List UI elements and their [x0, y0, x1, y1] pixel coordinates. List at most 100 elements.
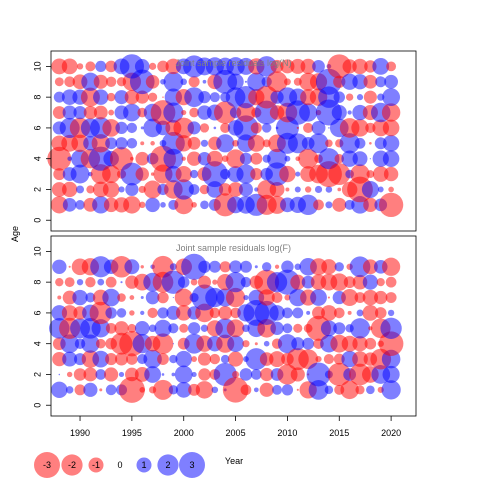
bubble-point: [382, 119, 400, 137]
bubble-point: [355, 385, 365, 395]
bubble-point: [163, 102, 184, 123]
bubble-point: [102, 181, 120, 198]
bubble-point: [129, 310, 135, 316]
bubble-point: [385, 276, 397, 288]
bubble-point: [52, 106, 66, 119]
bubble-point: [157, 307, 169, 319]
bubble-point: [140, 310, 145, 316]
bubble-point: [226, 319, 245, 338]
bubble-point: [103, 197, 119, 213]
y-tick-label: 6: [32, 310, 42, 315]
bubble-point: [366, 170, 375, 178]
bubble-point: [135, 151, 150, 166]
bubble-point: [343, 276, 356, 289]
bubble-point: [143, 180, 162, 199]
bubble-point: [283, 78, 291, 86]
bubble-point: [118, 371, 125, 378]
bubble-point: [269, 351, 286, 368]
bubble-point: [168, 385, 179, 395]
bubble-point: [352, 74, 368, 90]
bubble-point: [92, 350, 110, 368]
bubble-point: [148, 324, 157, 333]
bubble-point: [161, 373, 165, 376]
bubble-point: [124, 259, 140, 275]
bubble-point: [277, 334, 297, 354]
bubble-point: [263, 340, 270, 347]
bubble-point: [256, 56, 277, 77]
panel-1: Joint sample residuals log(N) 0 2 4 6 8 10: [32, 50, 417, 232]
bubble-point: [260, 367, 274, 382]
bubble-point: [180, 78, 187, 86]
bubble-point: [259, 382, 274, 397]
bubble-point: [352, 151, 368, 167]
bubble-point: [240, 384, 252, 396]
bubble-point: [102, 165, 121, 184]
bubble-point: [334, 262, 344, 272]
bubble-point: [242, 340, 250, 348]
bubble-point: [99, 388, 103, 392]
bubble-point: [220, 122, 231, 133]
bubble-point: [114, 321, 129, 336]
bubble-point: [385, 292, 397, 304]
bubble-point: [58, 373, 61, 376]
bubble-point: [139, 387, 146, 393]
bubble-point: [239, 152, 252, 165]
x-tick-label: 1995: [122, 428, 142, 438]
bubble-point: [145, 197, 160, 213]
bubble-point: [213, 126, 217, 130]
legend-bubble: [34, 452, 60, 478]
bubble-point: [325, 186, 333, 193]
bubble-point: [105, 76, 117, 87]
bubble-point: [86, 185, 95, 194]
bubble-point: [175, 350, 192, 368]
bubble-point: [238, 182, 253, 197]
bubble-point: [168, 323, 179, 334]
bubble-point: [52, 351, 67, 367]
bubble-point: [174, 195, 194, 215]
bubble-point: [382, 365, 400, 384]
bubble-point: [376, 278, 385, 287]
bubble-point: [267, 148, 287, 169]
bubble-point: [362, 305, 379, 321]
bubble-point: [61, 58, 78, 75]
bubble-point: [318, 148, 340, 170]
bubble-point: [123, 103, 141, 122]
bubble-point: [327, 362, 351, 387]
bubble-point: [150, 172, 155, 176]
bubble-point: [191, 371, 197, 378]
bubble-point: [267, 195, 287, 214]
bubble-point: [200, 139, 209, 147]
bubble-point: [125, 367, 139, 382]
y-axis-label: Age: [10, 226, 20, 242]
bubble-point: [324, 385, 334, 395]
bubble-point: [280, 59, 295, 74]
bubble-point: [245, 348, 268, 371]
bubble-point: [174, 288, 193, 307]
bubble-point: [75, 200, 85, 210]
bubble-point: [83, 367, 98, 382]
bubble-point: [129, 295, 135, 300]
bubble-point: [352, 336, 368, 352]
legend-bubble: [157, 454, 179, 476]
bubble-point: [227, 335, 244, 353]
bubble-point: [173, 179, 194, 200]
bubble-point: [349, 318, 371, 339]
bubble-point: [140, 265, 144, 269]
bubble-point: [315, 355, 322, 363]
y-tick-label: 6: [32, 125, 42, 130]
bubble-point: [172, 343, 174, 345]
bubble-point: [181, 156, 186, 161]
bubble-point: [372, 57, 390, 75]
bubble-point: [123, 196, 141, 214]
bubble-point: [310, 289, 327, 306]
bubble-point: [387, 309, 395, 317]
bubble-point: [220, 354, 230, 364]
bubble-point: [191, 202, 197, 208]
bubble-point: [139, 201, 146, 209]
bubble-point: [350, 164, 370, 184]
bubble-point: [212, 279, 218, 285]
bubble-point: [147, 307, 158, 319]
bubble-point: [281, 384, 294, 396]
bubble-point: [65, 386, 74, 394]
